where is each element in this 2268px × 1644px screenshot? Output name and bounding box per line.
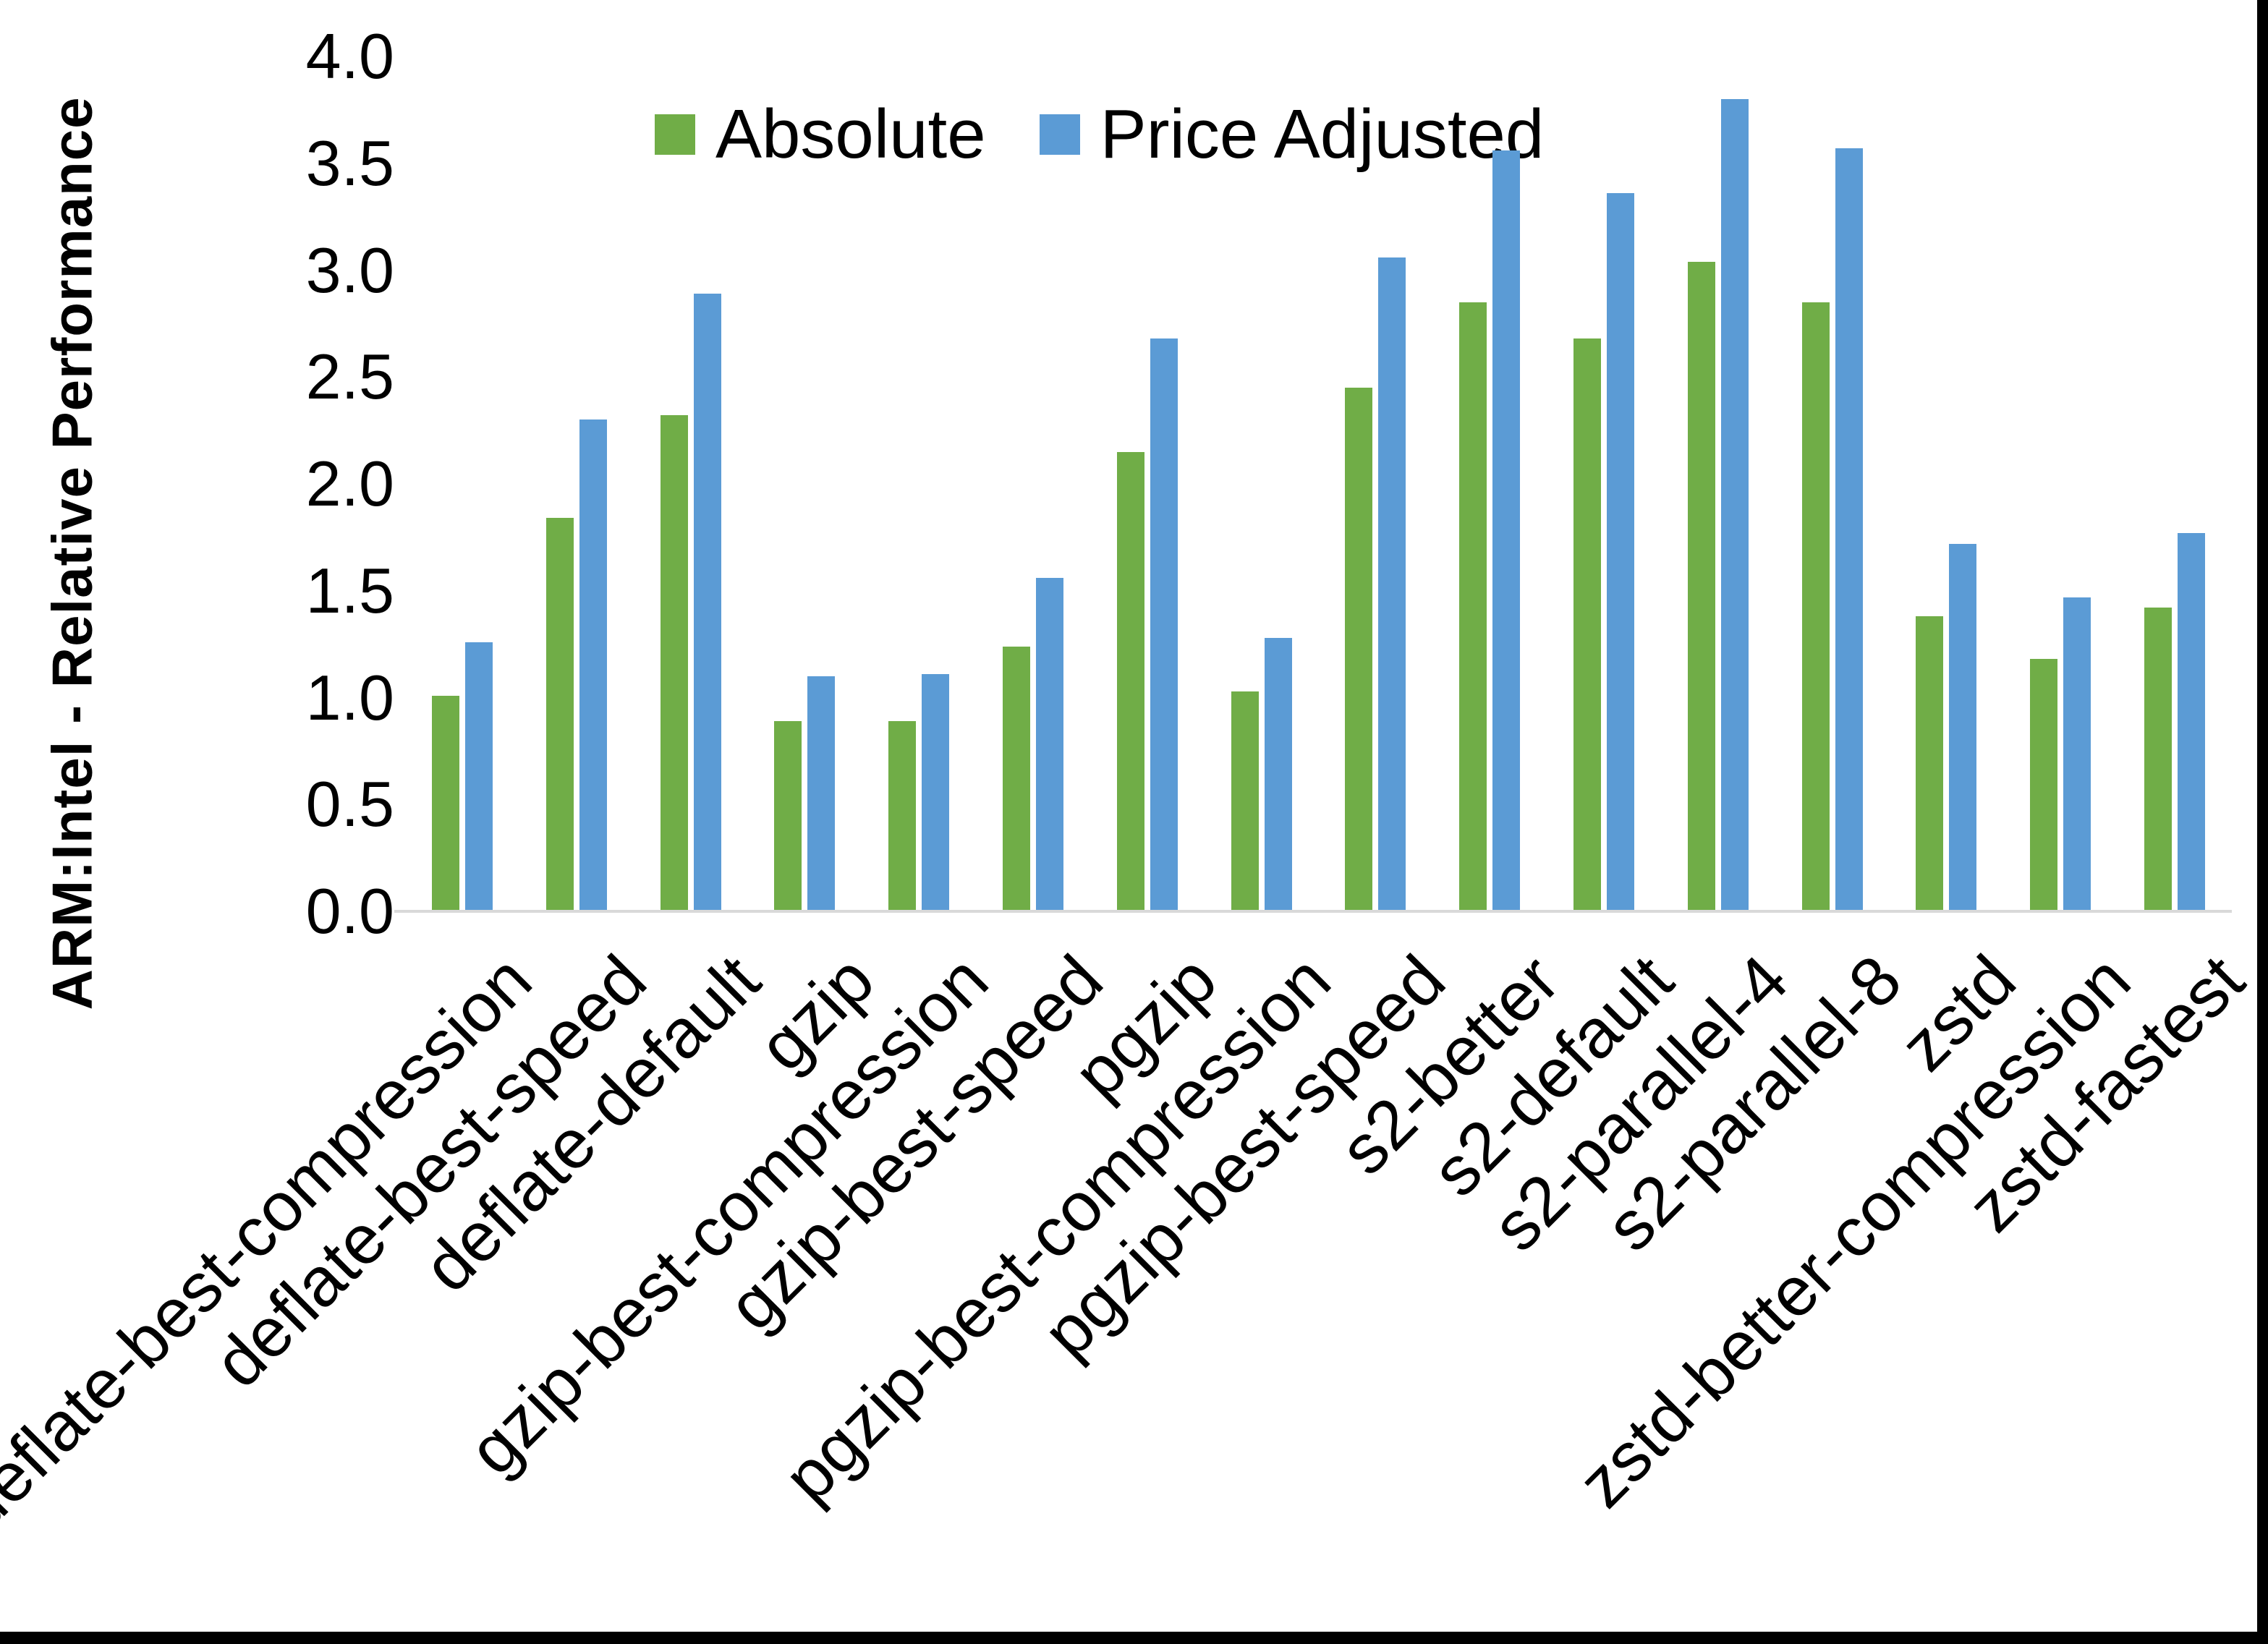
legend-item-price-adjusted: Price Adjusted bbox=[1039, 95, 1545, 173]
bar-price-adjusted bbox=[1378, 257, 1406, 911]
bar-price-adjusted bbox=[1607, 193, 1635, 911]
x-axis-line bbox=[394, 910, 2232, 913]
bar-absolute bbox=[888, 721, 917, 911]
price-adjusted-series-swatch bbox=[1039, 114, 1080, 155]
bar-absolute bbox=[1231, 691, 1259, 911]
bar-price-adjusted bbox=[807, 676, 836, 911]
y-axis-title: ARM:Intel - Relative Performance bbox=[40, 96, 104, 1010]
bar-price-adjusted bbox=[2178, 532, 2206, 911]
bar-price-adjusted bbox=[1720, 99, 1749, 911]
bar-price-adjusted bbox=[693, 294, 721, 911]
bar-price-adjusted bbox=[579, 419, 607, 911]
bar-price-adjusted bbox=[1492, 150, 1521, 911]
bar-absolute bbox=[1002, 646, 1030, 911]
legend-label-price-adjusted: Price Adjusted bbox=[1100, 95, 1545, 173]
y-tick-label: 0.0 bbox=[305, 875, 394, 947]
y-tick-label: 4.0 bbox=[305, 20, 394, 92]
bar-absolute bbox=[431, 695, 459, 911]
bar-price-adjusted bbox=[464, 642, 493, 911]
bar-absolute bbox=[774, 721, 802, 911]
bar-absolute bbox=[1345, 388, 1373, 911]
legend-item-absolute: Absolute bbox=[655, 100, 986, 169]
bar-absolute bbox=[1573, 338, 1602, 911]
y-tick-label: 3.5 bbox=[305, 127, 394, 199]
bar-price-adjusted bbox=[2063, 597, 2091, 911]
y-tick-label: 2.0 bbox=[305, 448, 394, 519]
bar-absolute bbox=[545, 518, 574, 911]
bottom-border-bar bbox=[0, 1632, 2268, 1644]
bar-absolute bbox=[2144, 608, 2173, 911]
bar-price-adjusted bbox=[1150, 338, 1178, 911]
right-border-bar bbox=[2257, 0, 2268, 1644]
bar-absolute bbox=[1116, 451, 1144, 911]
bar-absolute bbox=[1459, 302, 1487, 911]
y-tick-label: 1.5 bbox=[305, 554, 394, 626]
bar-price-adjusted bbox=[1949, 543, 1977, 911]
y-tick-label: 2.5 bbox=[305, 341, 394, 413]
y-tick-label: 0.5 bbox=[305, 768, 394, 840]
chart-legend: Absolute Price Adjusted bbox=[655, 100, 1544, 169]
bar-price-adjusted bbox=[922, 673, 950, 911]
bar-absolute bbox=[1801, 302, 1830, 911]
bar-price-adjusted bbox=[1035, 578, 1063, 911]
legend-label-absolute: Absolute bbox=[715, 95, 986, 173]
bar-absolute bbox=[2030, 659, 2058, 911]
y-tick-label: 1.0 bbox=[305, 661, 394, 733]
bar-price-adjusted bbox=[1835, 148, 1863, 911]
bar-absolute bbox=[1687, 261, 1715, 911]
y-tick-label: 3.0 bbox=[305, 234, 394, 306]
bar-absolute bbox=[660, 415, 688, 911]
bar-absolute bbox=[1916, 616, 1944, 911]
absolute-series-swatch bbox=[655, 114, 695, 155]
bar-price-adjusted bbox=[1264, 637, 1292, 911]
